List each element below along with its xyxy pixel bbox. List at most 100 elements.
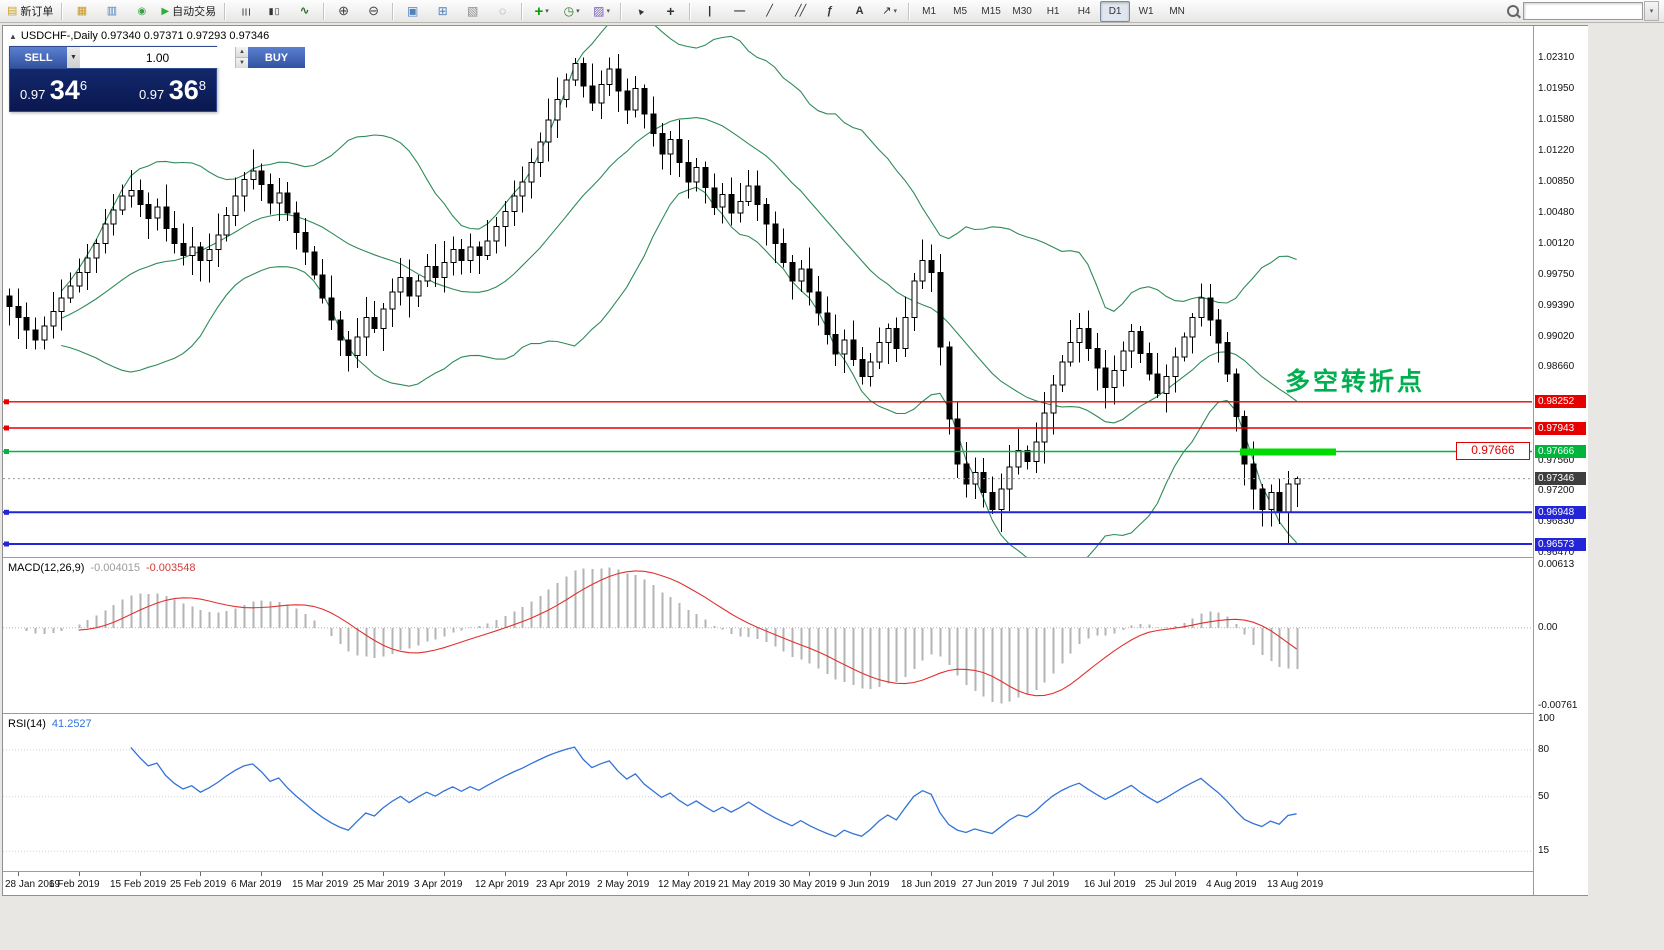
date-label: 27 Jun 2019 xyxy=(962,879,1018,890)
equidistant-channel-button[interactable] xyxy=(785,1,814,22)
candlestick-chart-icon xyxy=(269,6,281,17)
candle-body xyxy=(1189,316,1196,338)
cycle-lines-button[interactable] xyxy=(488,1,517,22)
price-pane[interactable] xyxy=(3,26,1532,557)
timeframe-H1-button[interactable]: H1 xyxy=(1046,5,1060,17)
volume-input[interactable] xyxy=(80,47,235,68)
line-anchor[interactable] xyxy=(4,449,9,454)
indicators-dropdown-icon[interactable]: ▾ xyxy=(545,8,549,15)
arrows-dropdown-icon[interactable]: ▾ xyxy=(893,8,897,15)
horizontal-line-button[interactable] xyxy=(725,1,754,22)
price-axis[interactable]: 1.02310 1.01950 1.01580 1.01220 1.00850 1.004… xyxy=(1533,26,1588,895)
sell-price[interactable]: 0.97 346 xyxy=(20,75,87,106)
cursor-button[interactable] xyxy=(626,1,655,22)
time-axis[interactable]: 28 Jan 2019 6 Feb 2019 15 Feb 2019 25 Feb 2… xyxy=(3,872,1587,895)
pane-separator[interactable] xyxy=(3,557,1587,558)
rsi-pane[interactable] xyxy=(3,714,1532,870)
pane-separator[interactable] xyxy=(3,871,1587,872)
price-level-label[interactable]: 0.97666 xyxy=(1456,442,1530,460)
sell-button[interactable]: SELL xyxy=(10,47,67,68)
line-anchor[interactable] xyxy=(4,541,9,547)
price-scale-label: 15 xyxy=(1538,845,1550,857)
price-tag: 0.97346 xyxy=(1535,472,1586,486)
templates-dropdown-icon[interactable]: ▾ xyxy=(606,8,611,15)
candle-body xyxy=(832,333,839,355)
macd-name: MACD(12,26,9) xyxy=(8,562,85,574)
volume-down-button[interactable]: ▼ xyxy=(236,58,248,68)
chart-title-text: USDCHF-,Daily 0.97340 0.97371 0.97293 0.… xyxy=(20,30,270,42)
buy-button[interactable]: BUY xyxy=(248,47,305,68)
candle-body xyxy=(76,271,83,287)
search-dropdown-button[interactable]: ▾ xyxy=(1644,1,1659,21)
profiles-icon xyxy=(467,5,478,18)
market-watch-button[interactable] xyxy=(67,1,96,22)
macd-pane[interactable] xyxy=(3,558,1532,712)
buy-price[interactable]: 0.97 368 xyxy=(139,75,206,106)
timeframe-MN-button[interactable]: MN xyxy=(1169,5,1185,17)
candle-body xyxy=(902,316,909,350)
timeframe-M5-button[interactable]: M5 xyxy=(953,5,968,17)
candle-body xyxy=(171,227,178,245)
crosshair-button[interactable] xyxy=(656,1,685,22)
tile-windows-button[interactable] xyxy=(398,1,427,22)
trendline-button[interactable] xyxy=(755,1,784,22)
line-anchor[interactable] xyxy=(4,425,9,431)
line-chart-icon xyxy=(300,6,309,17)
candle-body xyxy=(476,246,483,256)
candle-body xyxy=(67,285,74,299)
price-scale-label: 1.02310 xyxy=(1538,52,1575,64)
highlight-rectangle-object[interactable] xyxy=(1240,448,1336,456)
fibonacci-button[interactable] xyxy=(815,1,844,22)
date-label: 7 Jul 2019 xyxy=(1023,879,1070,890)
price-tag: 0.96948 xyxy=(1535,505,1586,519)
periods-dropdown-icon[interactable]: ▾ xyxy=(576,8,580,15)
templates-button[interactable]: ▾ xyxy=(587,1,616,22)
horizontal-line-icon xyxy=(734,6,745,17)
periods-button[interactable]: ▾ xyxy=(557,1,586,22)
arrows-button[interactable]: ▾ xyxy=(875,1,904,22)
vertical-line-button[interactable] xyxy=(695,1,724,22)
candle-body xyxy=(302,232,309,253)
candle-body xyxy=(276,192,283,204)
time-tick xyxy=(1114,872,1115,876)
timeframe-M15-button[interactable]: M15 xyxy=(981,5,1001,17)
volume-up-button[interactable]: ▲ xyxy=(236,47,248,58)
bar-chart-button[interactable] xyxy=(230,1,259,22)
line-chart-button[interactable] xyxy=(290,1,319,22)
timeframe-M30-button[interactable]: M30 xyxy=(1012,5,1032,17)
time-tick xyxy=(1297,872,1298,876)
timeframe-D1-button[interactable]: D1 xyxy=(1100,0,1131,22)
candle-body xyxy=(1067,342,1074,363)
timeframe-W1-button[interactable]: W1 xyxy=(1138,5,1154,17)
navigator-button[interactable] xyxy=(127,1,156,22)
fibonacci-icon xyxy=(827,6,833,17)
data-window-button[interactable] xyxy=(97,1,126,22)
new-chart-button[interactable] xyxy=(428,1,457,22)
candle-body xyxy=(23,316,30,331)
timeframe-M1-button[interactable]: M1 xyxy=(922,5,937,17)
price-scale-label: 1.00850 xyxy=(1538,175,1575,187)
zoom-in-button[interactable] xyxy=(329,1,358,22)
candle-body xyxy=(1163,376,1170,395)
line-anchor[interactable] xyxy=(4,399,9,405)
line-anchor[interactable] xyxy=(4,509,9,515)
annotation-text[interactable]: 多空转折点 xyxy=(1285,368,1426,396)
candle-body xyxy=(128,189,135,197)
text-label-button[interactable] xyxy=(845,1,874,22)
candle-body xyxy=(1181,336,1188,358)
symbol-search-input[interactable] xyxy=(1523,2,1643,20)
zoom-out-button[interactable] xyxy=(359,1,388,22)
indicators-button[interactable]: ▾ xyxy=(527,1,556,22)
new-order-button[interactable]: 新订单 xyxy=(3,1,57,22)
main-toolbar: 新订单 自动交易 ▾ ▾ ▾ ▾ M1 M5 M15 M30 H1 H4 D1 W1 MN ▾ xyxy=(0,0,1664,23)
candlestick-chart-button[interactable] xyxy=(260,1,289,22)
timeframe-H4-button[interactable]: H4 xyxy=(1077,5,1091,17)
candle-body xyxy=(502,211,509,228)
volume-dropdown-icon[interactable]: ▼ xyxy=(67,47,80,68)
autotrading-button[interactable]: 自动交易 xyxy=(157,1,220,22)
text-label-icon xyxy=(856,6,864,17)
profiles-button[interactable] xyxy=(458,1,487,22)
pane-separator[interactable] xyxy=(3,713,1587,714)
price-scale-label: -0.00761 xyxy=(1538,699,1578,711)
horizontal-line-objects[interactable] xyxy=(3,399,1532,547)
